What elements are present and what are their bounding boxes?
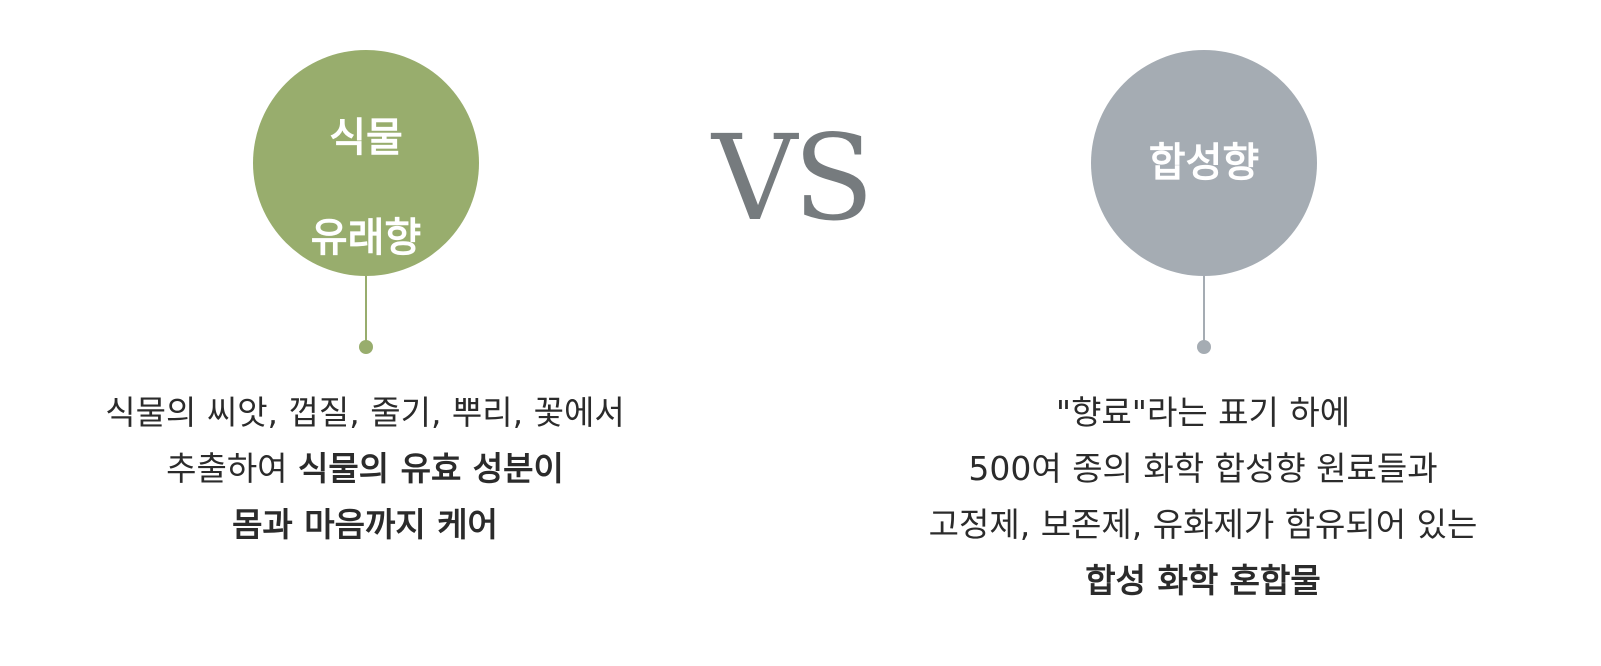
synthetic-fragrance-connector-line — [1203, 276, 1205, 342]
plant-derived-description: 식물의 씨앗, 껍질, 줄기, 뿌리, 꽃에서 추출하여 식물의 유효 성분이 … — [15, 385, 715, 553]
plant-derived-description-line-1-text: 식물의 씨앗, 껍질, 줄기, 뿌리, 꽃에서 — [105, 393, 625, 432]
synthetic-fragrance-panel: 합성향 "향료"라는 표기 하에 500여 종의 화학 합성향 원료들과 고정제… — [853, 0, 1553, 666]
plant-derived-description-line-2-text: 추출하여 — [166, 449, 299, 488]
synthetic-fragrance-description: "향료"라는 표기 하에 500여 종의 화학 합성향 원료들과 고정제, 보존… — [853, 385, 1553, 609]
plant-derived-description-line-3-bold: 몸과 마음까지 케어 — [232, 505, 498, 544]
synthetic-fragrance-description-line-2-text: 500여 종의 화학 합성향 원료들과 — [968, 449, 1438, 488]
synthetic-fragrance-circle: 합성향 — [1091, 50, 1317, 276]
synthetic-fragrance-description-line-3: 고정제, 보존제, 유화제가 함유되어 있는 — [853, 497, 1553, 553]
plant-derived-panel: 식물 유래향 식물의 씨앗, 껍질, 줄기, 뿌리, 꽃에서 추출하여 식물의 … — [15, 0, 715, 666]
synthetic-fragrance-description-line-1-text: "향료"라는 표기 하에 — [1055, 393, 1351, 432]
plant-derived-connector-line — [365, 276, 367, 342]
plant-derived-description-line-2: 추출하여 식물의 유효 성분이 — [15, 441, 715, 497]
plant-derived-description-line-1: 식물의 씨앗, 껍질, 줄기, 뿌리, 꽃에서 — [15, 385, 715, 441]
plant-derived-title-line2: 유래향 — [310, 215, 422, 261]
plant-derived-connector-dot — [359, 340, 373, 354]
plant-derived-description-line-2-bold: 식물의 유효 성분이 — [298, 449, 564, 488]
synthetic-fragrance-title: 합성향 — [1148, 140, 1260, 186]
synthetic-fragrance-description-line-4: 합성 화학 혼합물 — [853, 553, 1553, 609]
plant-derived-title: 식물 유래향 — [311, 63, 421, 263]
synthetic-fragrance-description-line-3-text: 고정제, 보존제, 유화제가 함유되어 있는 — [928, 505, 1478, 544]
plant-derived-circle: 식물 유래향 — [253, 50, 479, 276]
synthetic-fragrance-description-line-1: "향료"라는 표기 하에 — [853, 385, 1553, 441]
plant-derived-title-line1: 식물 — [329, 115, 403, 161]
vs-label: VS — [712, 109, 874, 247]
synthetic-fragrance-description-line-4-bold: 합성 화학 혼합물 — [1085, 561, 1321, 600]
plant-derived-description-line-3: 몸과 마음까지 케어 — [15, 497, 715, 553]
synthetic-fragrance-connector-dot — [1197, 340, 1211, 354]
synthetic-fragrance-description-line-2: 500여 종의 화학 합성향 원료들과 — [853, 441, 1553, 497]
